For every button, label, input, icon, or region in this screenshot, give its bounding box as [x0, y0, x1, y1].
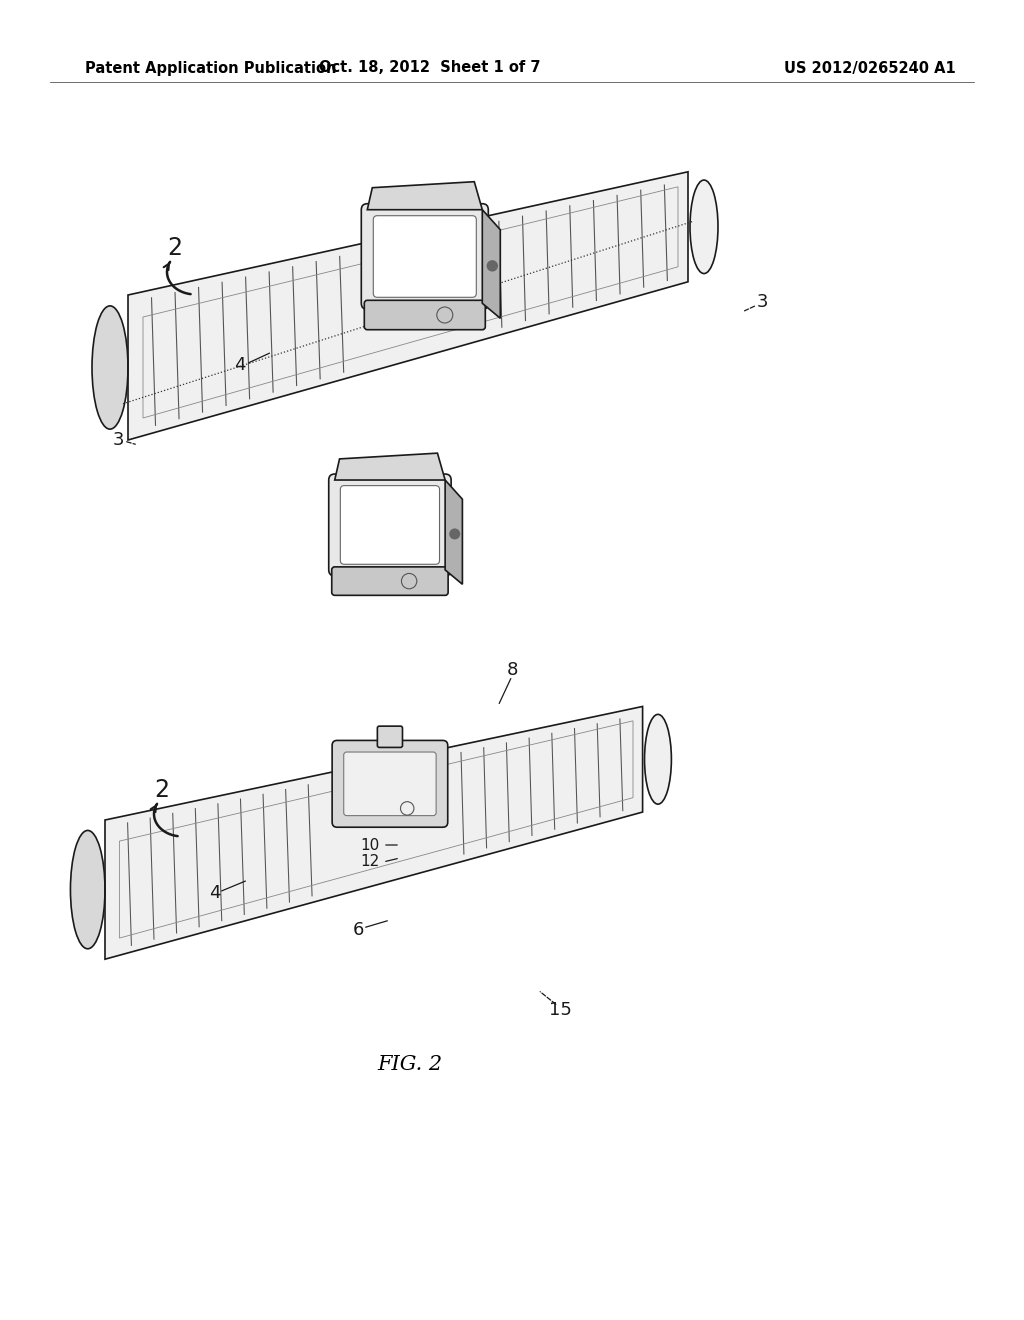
FancyBboxPatch shape: [332, 566, 449, 595]
Polygon shape: [128, 172, 688, 440]
Ellipse shape: [644, 714, 672, 804]
Text: Patent Application Publication: Patent Application Publication: [85, 61, 337, 75]
Circle shape: [450, 529, 460, 539]
FancyBboxPatch shape: [361, 203, 488, 309]
Text: 8: 8: [506, 661, 518, 678]
Text: 4: 4: [209, 884, 221, 902]
FancyBboxPatch shape: [378, 726, 402, 747]
Text: 10: 10: [360, 837, 380, 853]
Polygon shape: [105, 706, 643, 960]
Text: US 2012/0265240 A1: US 2012/0265240 A1: [784, 61, 955, 75]
Text: 4: 4: [234, 356, 246, 374]
Text: 6: 6: [352, 921, 364, 939]
Text: 8: 8: [450, 206, 461, 224]
Text: 2: 2: [155, 777, 170, 803]
FancyBboxPatch shape: [332, 741, 447, 828]
Text: 12: 12: [360, 854, 380, 870]
Text: FIG. 1: FIG. 1: [397, 545, 463, 565]
Text: 2: 2: [168, 236, 182, 260]
Ellipse shape: [690, 180, 718, 273]
FancyBboxPatch shape: [374, 215, 476, 297]
Circle shape: [487, 261, 498, 271]
Text: 3: 3: [757, 293, 768, 312]
Polygon shape: [368, 182, 482, 210]
FancyBboxPatch shape: [365, 301, 485, 330]
FancyBboxPatch shape: [329, 474, 452, 576]
FancyBboxPatch shape: [340, 486, 439, 564]
Polygon shape: [482, 210, 501, 318]
Polygon shape: [445, 480, 463, 585]
Text: 3: 3: [113, 432, 124, 449]
Ellipse shape: [71, 830, 105, 949]
Text: 6: 6: [362, 271, 374, 289]
Text: FIG. 2: FIG. 2: [378, 1056, 442, 1074]
Text: 15: 15: [549, 1001, 571, 1019]
FancyBboxPatch shape: [344, 752, 436, 816]
Text: Oct. 18, 2012  Sheet 1 of 7: Oct. 18, 2012 Sheet 1 of 7: [319, 61, 541, 75]
Ellipse shape: [92, 306, 128, 429]
Polygon shape: [335, 453, 445, 480]
